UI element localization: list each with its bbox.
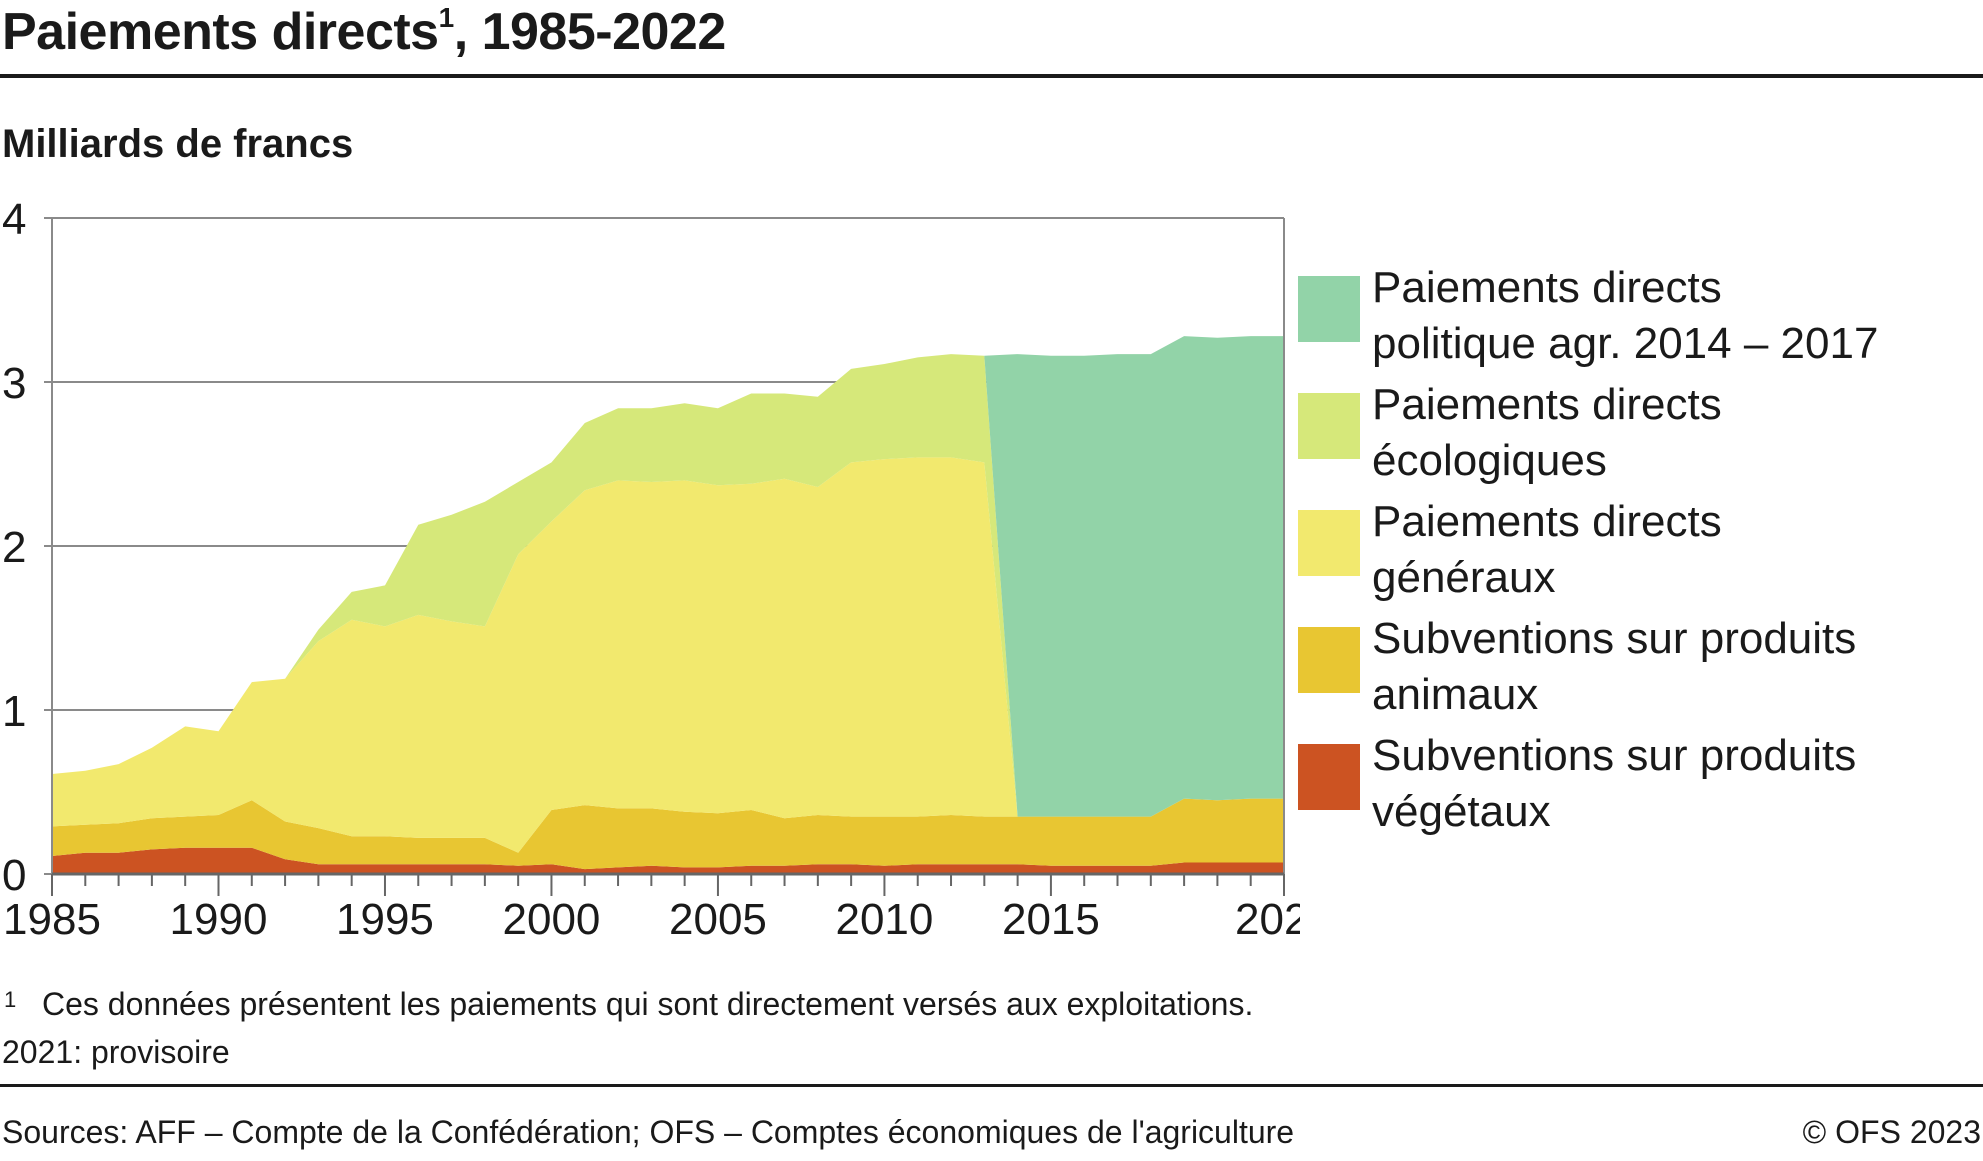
legend-swatch — [1298, 744, 1360, 810]
title-rule — [0, 74, 1983, 78]
y-tick-label-0: 0 — [2, 851, 26, 900]
legend-item-3: Paiements directs généraux — [1298, 494, 1958, 611]
chart-subtitle: Milliards de francs — [2, 122, 354, 166]
legend-label: Subventions sur produits végétaux — [1372, 731, 1857, 836]
x-tick-label-2015: 2015 — [1002, 895, 1100, 944]
legend-swatch — [1298, 510, 1360, 576]
area-series-5 — [52, 336, 1284, 817]
x-tick-label-1985: 1985 — [3, 895, 101, 944]
footnote-text: Ces données présentent les paiements qui… — [42, 986, 1254, 1022]
footnote-mark: 1 — [4, 987, 17, 1012]
x-tick-label-1995: 1995 — [336, 895, 434, 944]
x-tick-label-2022: 2022 — [1235, 895, 1300, 944]
legend-label: Paiements directs écologiques — [1372, 380, 1722, 485]
legend-item-5: Subventions sur produits végétaux — [1298, 728, 1958, 845]
area-series-3 — [52, 457, 1284, 853]
legend-item-4: Subventions sur produits animaux — [1298, 611, 1958, 728]
chart-legend: Paiements directs politique agr. 2014 – … — [1298, 260, 1958, 845]
y-tick-label-3: 3 — [2, 359, 26, 408]
area-series-2 — [52, 798, 1284, 870]
x-tick-label-2010: 2010 — [835, 895, 933, 944]
provisional-note: 2021: provisoire — [2, 1034, 230, 1070]
y-tick-label-1: 1 — [2, 687, 26, 736]
source-text: Sources: AFF – Compte de la Confédératio… — [2, 1114, 1295, 1150]
area-series-4 — [52, 354, 1284, 817]
x-tick-label-1990: 1990 — [170, 895, 268, 944]
legend-item-1: Paiements directs politique agr. 2014 – … — [1298, 260, 1958, 377]
legend-swatch — [1298, 276, 1360, 342]
footer-rule — [0, 1084, 1983, 1087]
chart-title: Paiements directs1, 1985-2022 — [2, 2, 726, 61]
legend-swatch — [1298, 627, 1360, 693]
footnote: 1 Ces données présentent les paiements qu… — [4, 986, 1253, 1023]
legend-item-2: Paiements directs écologiques — [1298, 377, 1958, 494]
legend-label: Subventions sur produits animaux — [1372, 614, 1857, 719]
x-tick-label-2005: 2005 — [669, 895, 767, 944]
stacked-area-chart: 0 1 2 3 4 1985 1990 1995 2000 2005 2010 2015 2022 — [2, 195, 1300, 944]
y-tick-label-4: 4 — [2, 195, 26, 244]
area-series-1 — [52, 847, 1284, 874]
legend-swatch — [1298, 393, 1360, 459]
y-tick-label-2: 2 — [2, 523, 26, 572]
copyright-text: © OFS 2023 — [1802, 1114, 1981, 1150]
legend-label: Paiements directs politique agr. 2014 – … — [1372, 263, 1879, 368]
legend-label: Paiements directs généraux — [1372, 497, 1722, 602]
x-tick-label-2000: 2000 — [503, 895, 601, 944]
